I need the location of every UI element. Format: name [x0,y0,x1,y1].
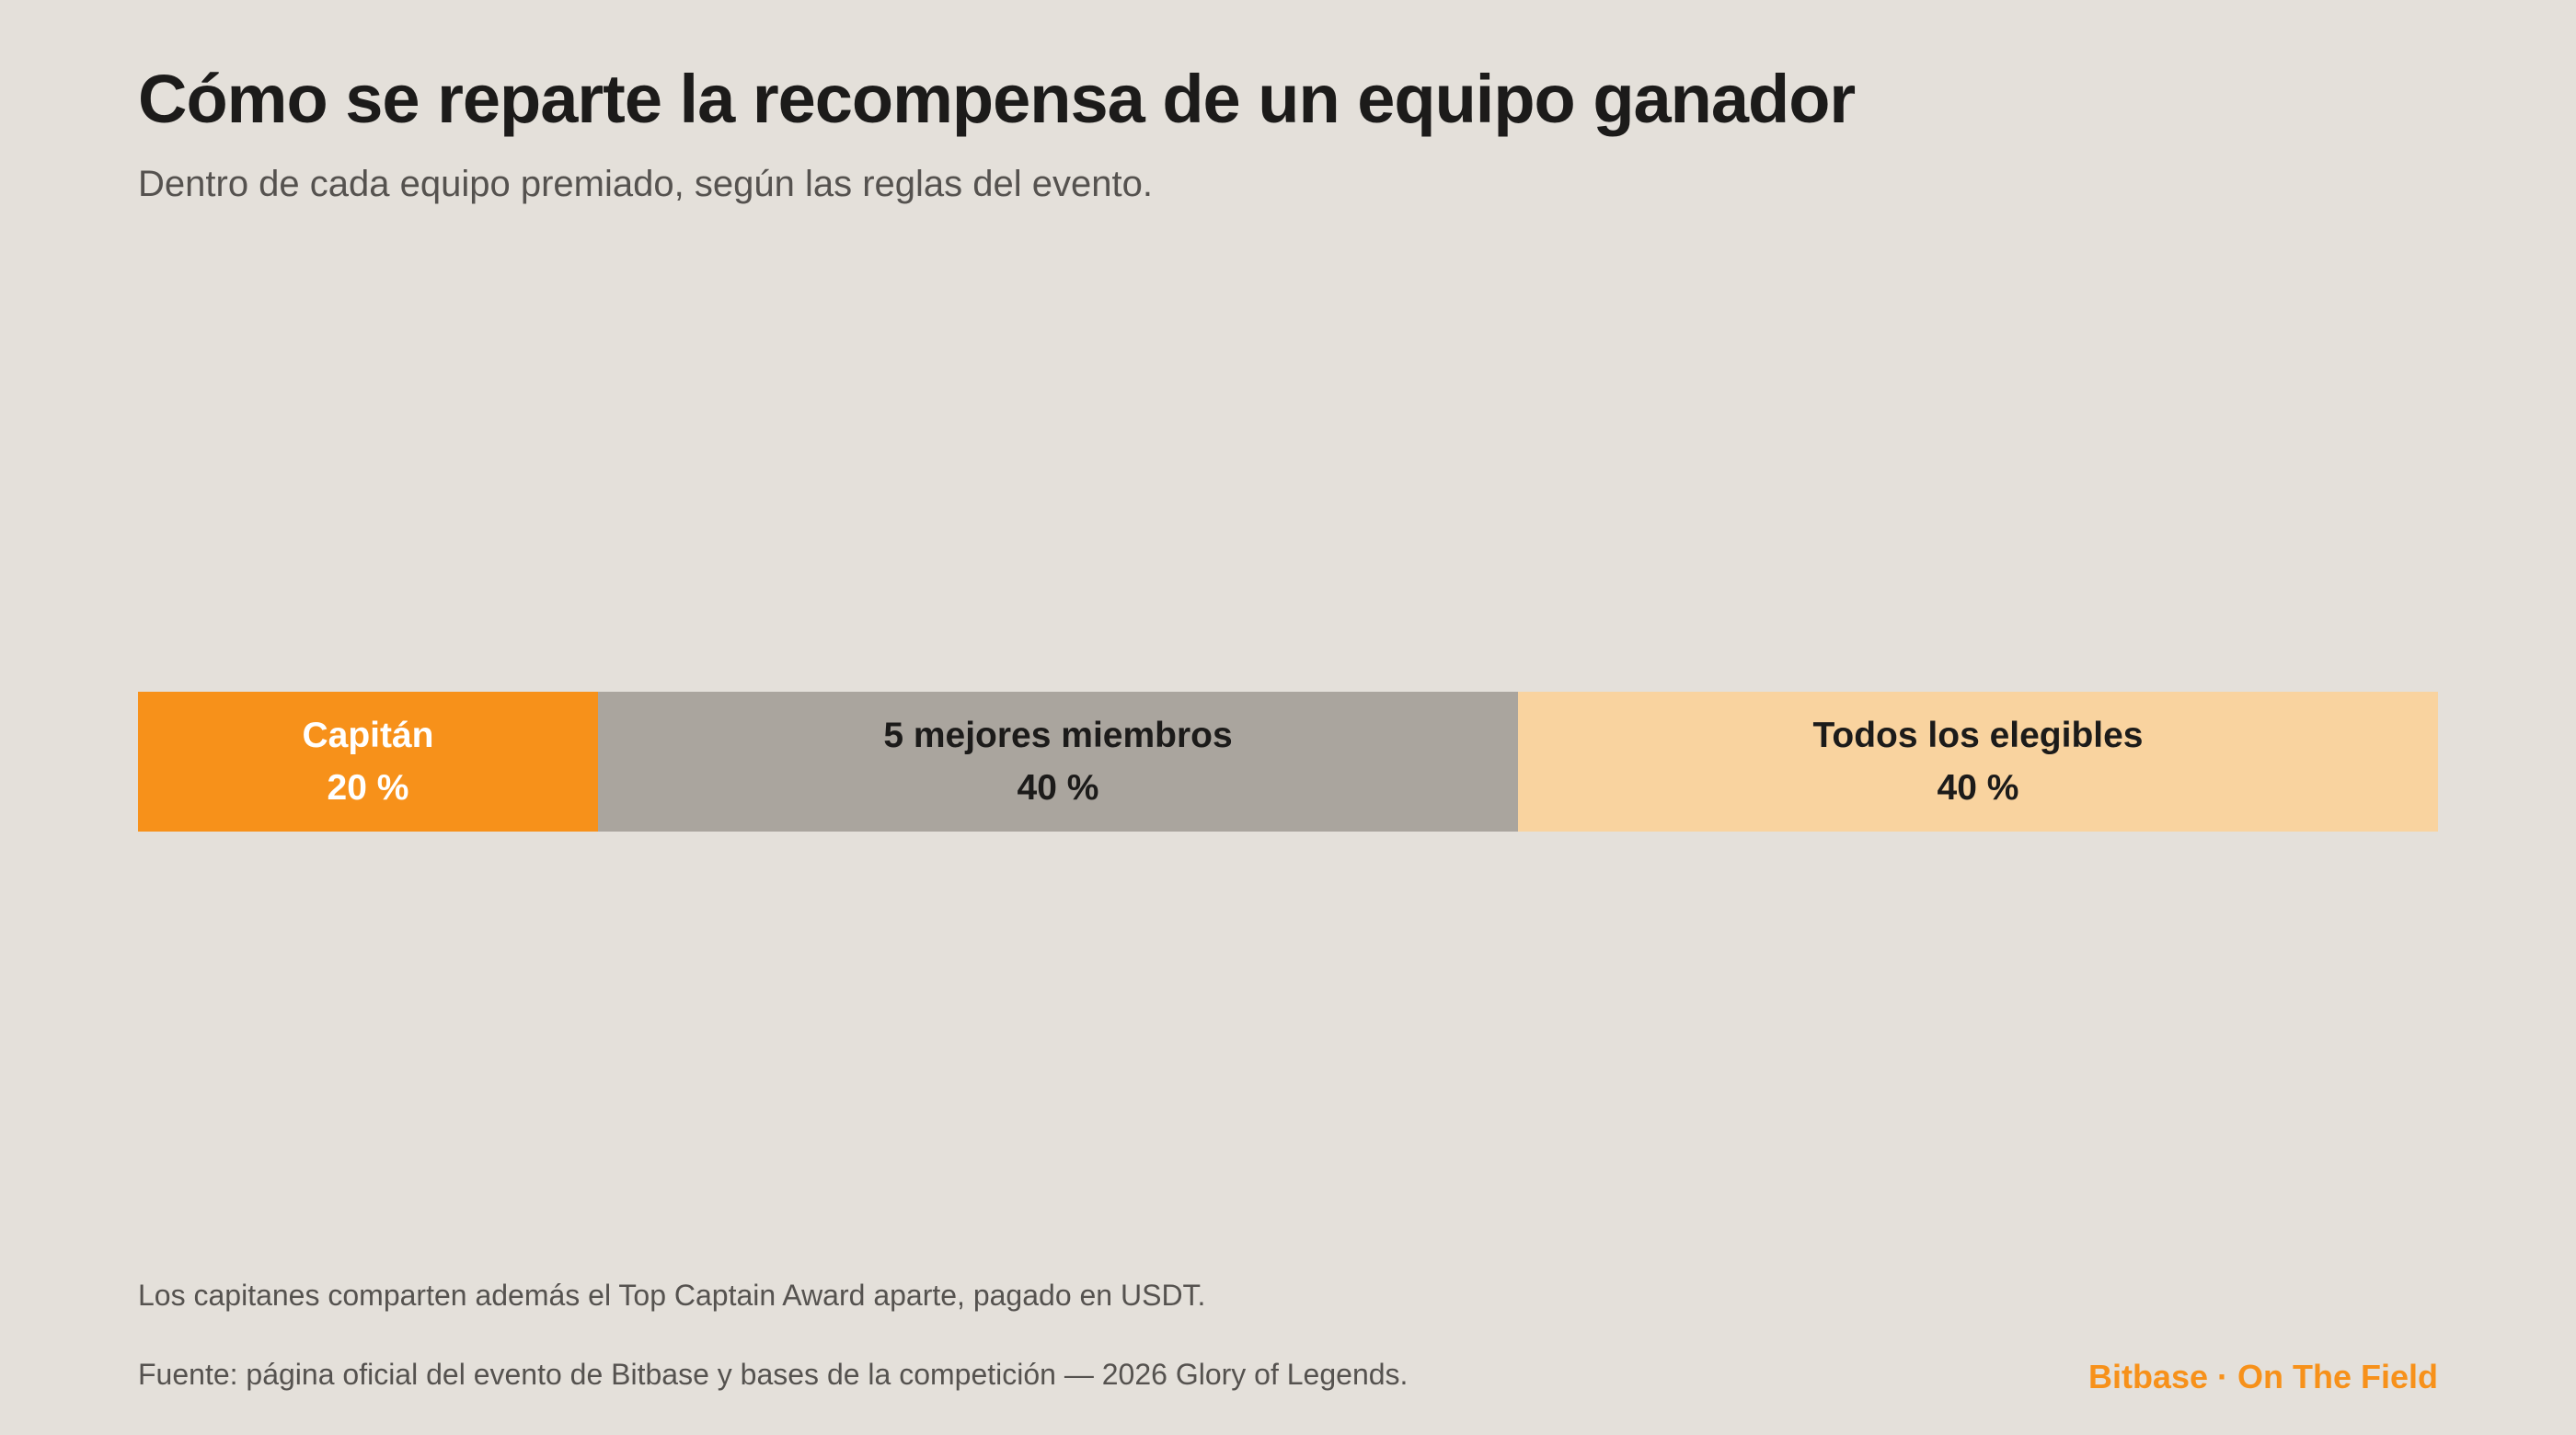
bar-segment: Capitán 20 % [138,692,598,832]
segment-value-label: 20 % [327,768,409,808]
stacked-bar: Capitán 20 % 5 mejores miembros 40 % Todos l… [138,692,2438,832]
segment-label: Todos los elegibles [1812,716,2144,755]
segment-label: Capitán [302,716,434,755]
segment-value-label: 40 % [1017,768,1099,808]
source-note: Fuente: página oficial del evento de Bit… [138,1358,1409,1391]
segment-label: 5 mejores miembros [883,716,1233,755]
segment-value-label: 40 % [1937,768,2019,808]
brand-label: Bitbase · On The Field [2087,1358,2438,1395]
chart-subtitle: Dentro de cada equipo premiado, según la… [138,164,1153,204]
bar-segment: 5 mejores miembros 40 % [598,692,1518,832]
chart-title: Cómo se reparte la recompensa de un equi… [138,61,1856,137]
footnote: Los capitanes comparten además el Top Ca… [138,1279,1206,1312]
bar-segment: Todos los elegibles 40 % [1518,692,2438,832]
